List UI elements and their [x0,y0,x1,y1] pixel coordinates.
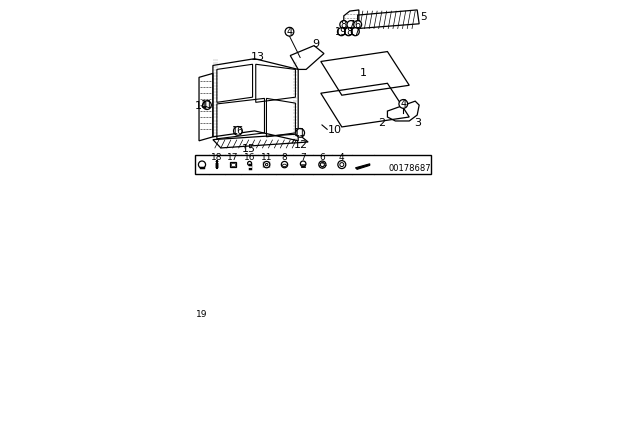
Text: 11: 11 [201,100,213,110]
Circle shape [234,126,243,135]
Circle shape [354,21,362,29]
Text: 6: 6 [319,153,325,162]
Circle shape [344,28,353,36]
Text: 7: 7 [348,20,354,30]
Text: 6: 6 [355,20,361,30]
Circle shape [340,163,344,167]
Ellipse shape [282,164,287,167]
Text: 8: 8 [282,153,287,162]
FancyBboxPatch shape [230,162,236,168]
Text: 19: 19 [335,27,348,37]
Circle shape [399,99,408,108]
Text: 17: 17 [227,153,239,162]
Text: 17: 17 [349,27,362,37]
Text: 4: 4 [286,27,292,37]
Text: 11: 11 [294,128,307,138]
Text: 11: 11 [261,153,273,162]
Circle shape [198,161,205,168]
Circle shape [264,161,270,168]
Text: 16: 16 [244,153,255,162]
Text: 1: 1 [360,69,367,78]
Text: 16: 16 [232,126,244,136]
FancyBboxPatch shape [195,155,431,174]
Text: 00178687: 00178687 [388,164,431,173]
Text: 7: 7 [300,153,306,162]
Text: 3: 3 [414,118,421,128]
Text: 14: 14 [195,101,209,111]
Text: 4: 4 [339,153,344,162]
Circle shape [248,161,252,165]
Text: 13: 13 [251,52,265,62]
Circle shape [340,21,348,29]
Circle shape [203,101,211,109]
Circle shape [319,161,326,168]
FancyBboxPatch shape [231,163,235,166]
Circle shape [285,27,294,36]
Circle shape [296,129,305,137]
Text: 18: 18 [342,27,355,37]
Text: 5: 5 [420,12,427,22]
Text: 18: 18 [211,153,223,162]
Circle shape [338,161,346,168]
Circle shape [300,161,306,167]
Text: 15: 15 [242,144,255,154]
Circle shape [347,21,355,29]
Text: 4: 4 [400,99,406,109]
Circle shape [282,161,287,168]
Circle shape [351,28,359,36]
Text: 8: 8 [340,20,347,30]
Circle shape [321,163,324,167]
Text: 10: 10 [328,125,342,135]
Text: 9: 9 [312,39,319,49]
Text: 19: 19 [196,310,208,319]
Circle shape [337,28,346,36]
Polygon shape [355,164,370,169]
Text: 12: 12 [294,140,308,150]
Text: 2: 2 [378,118,385,128]
Circle shape [266,164,268,166]
